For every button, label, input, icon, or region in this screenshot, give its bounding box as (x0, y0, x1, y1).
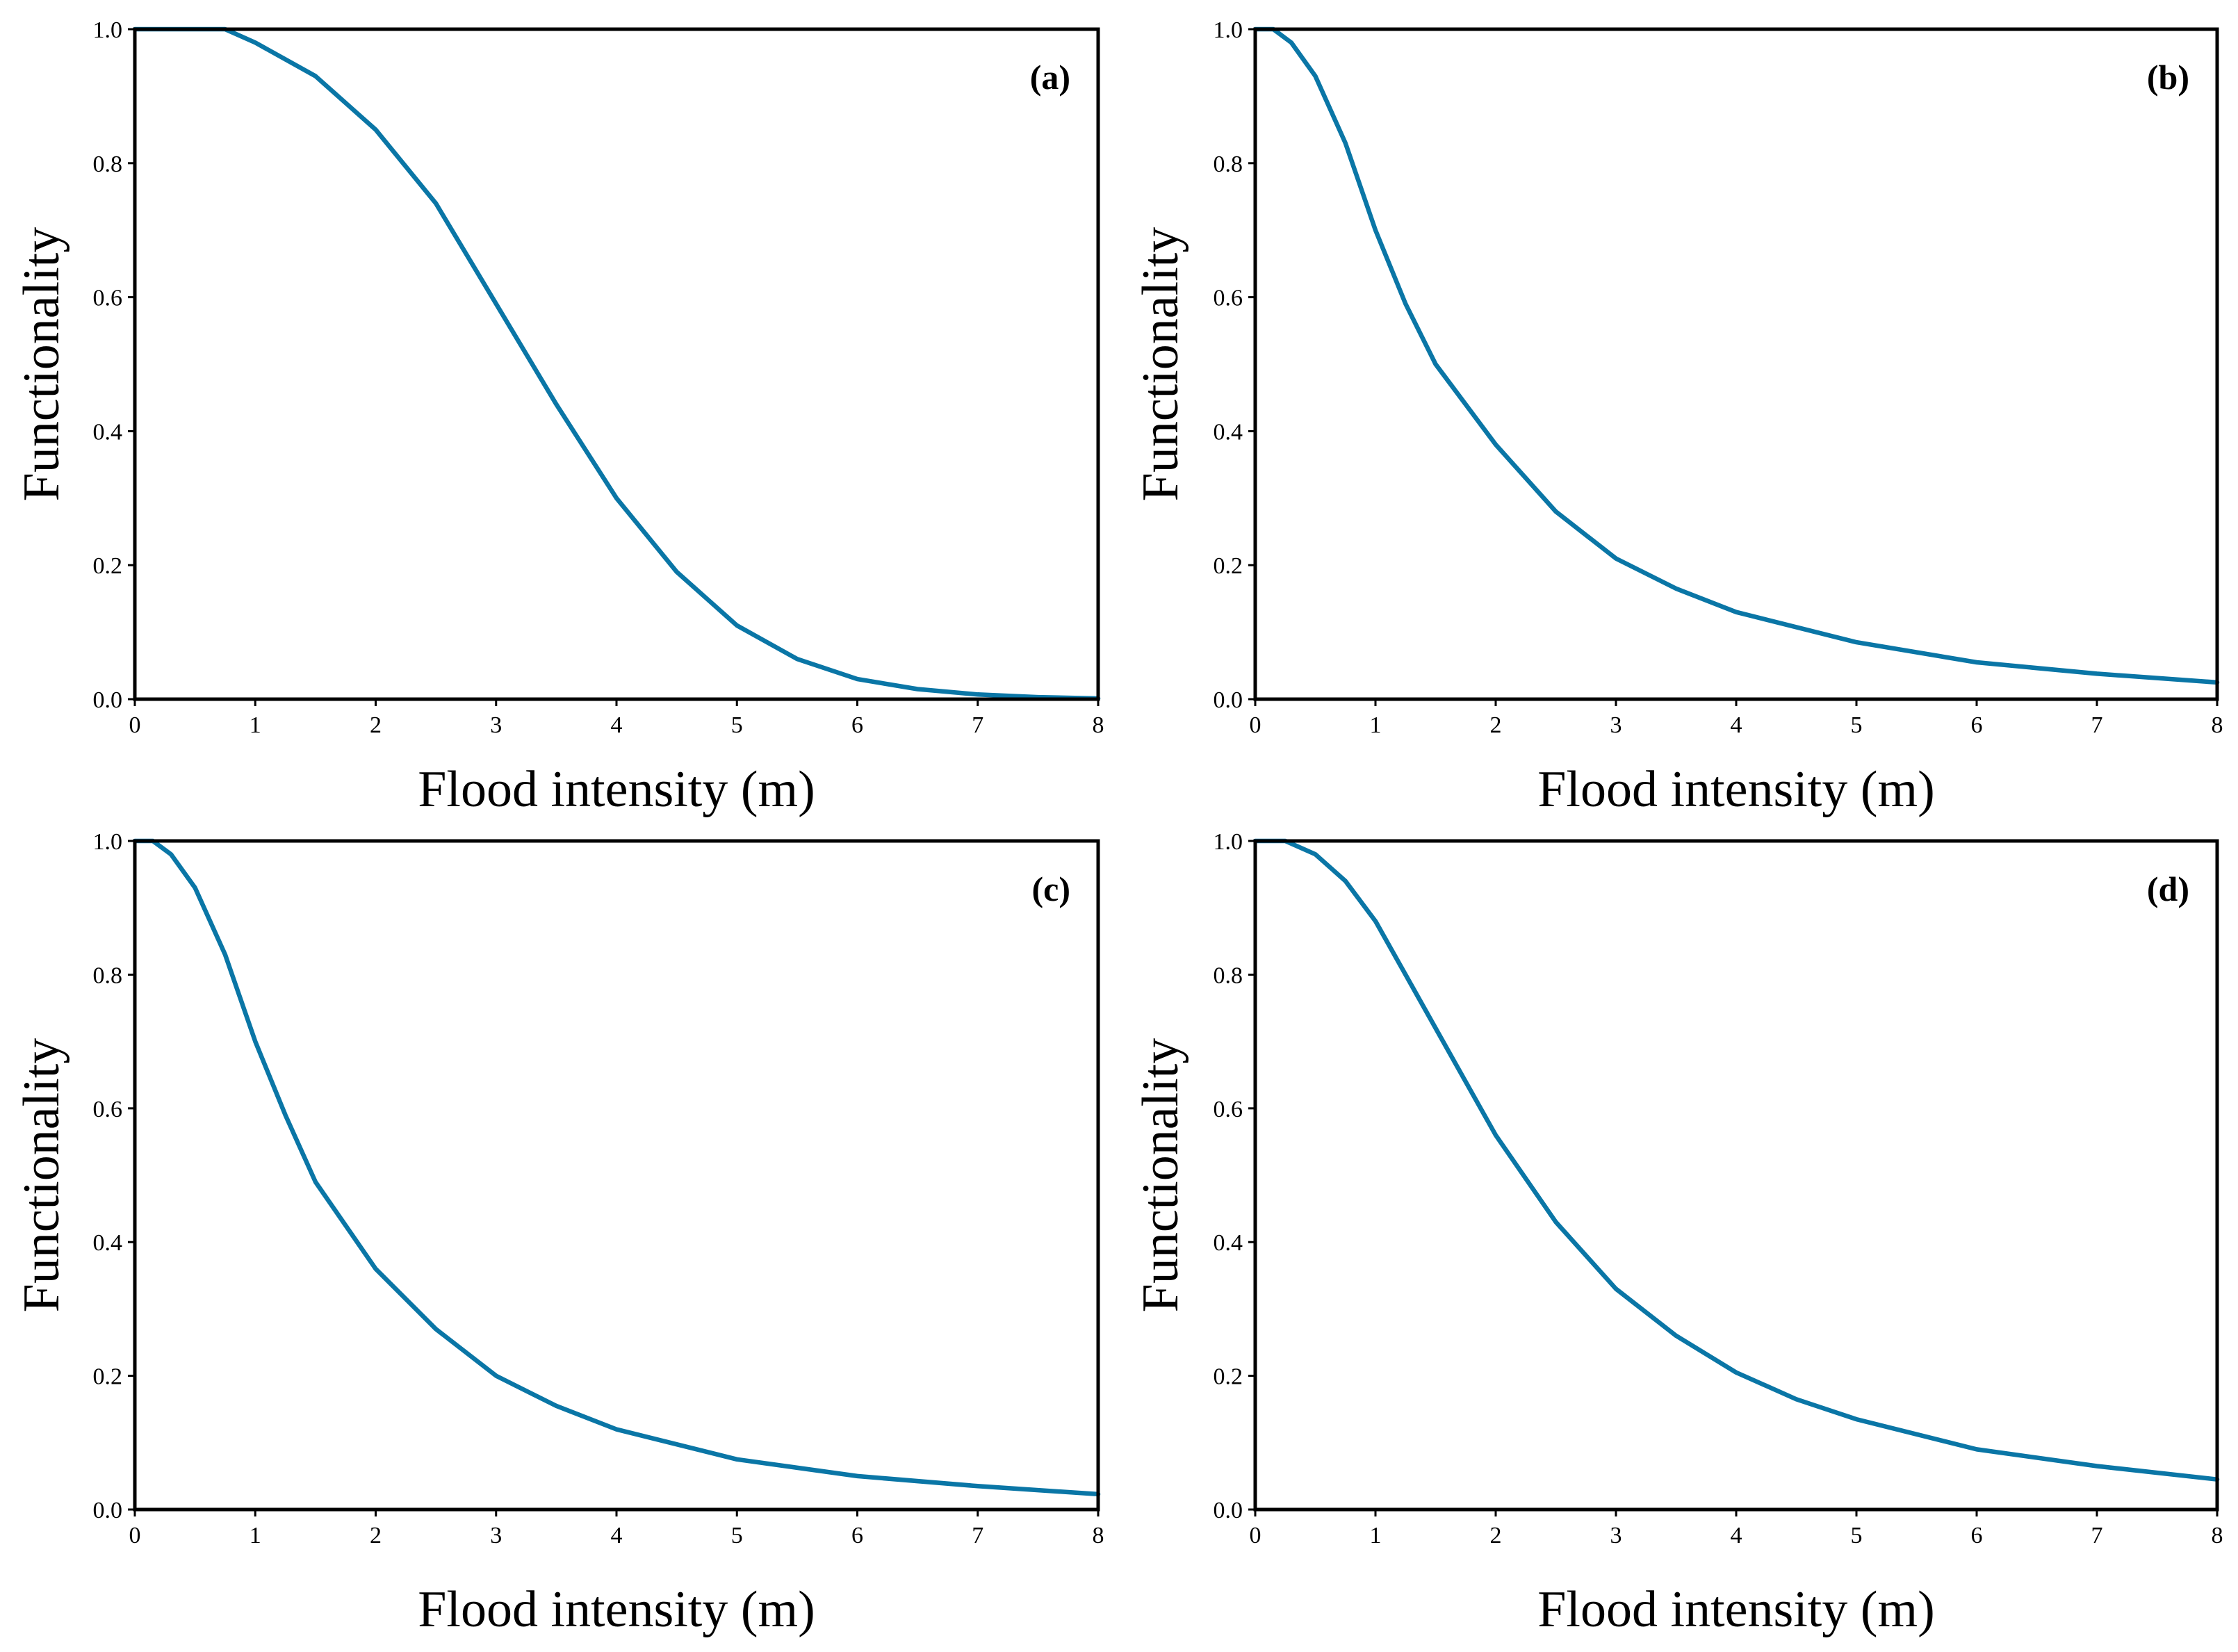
x-tick-label: 0 (129, 1523, 141, 1548)
x-tick-label: 7 (2091, 1523, 2103, 1548)
plot-frame-a (133, 27, 1100, 701)
x-tick-label: 6 (1971, 712, 1983, 738)
x-tick-label: 8 (1093, 1523, 1104, 1548)
y-tick-label: 0.8 (93, 963, 123, 988)
x-tick-label: 8 (2212, 712, 2223, 738)
functionality-curve-d (1252, 838, 2220, 1482)
panel-label: (c) (1032, 869, 1071, 908)
x-tick-label: 7 (972, 712, 983, 738)
x-tick-label: 6 (1971, 1523, 1983, 1548)
y-tick-label: 0.4 (93, 1230, 123, 1256)
panel-label: (b) (2147, 58, 2189, 97)
y-tick-label: 0.8 (1214, 963, 1243, 988)
x-tick-label: 4 (1731, 712, 1742, 738)
x-tick-label: 2 (370, 1523, 382, 1548)
x-tick-label: 1 (1370, 712, 1382, 738)
x-tick-label: 5 (731, 1523, 743, 1548)
x-tick-label: 8 (1093, 712, 1104, 738)
y-tick-label: 1.0 (1214, 17, 1243, 43)
y-tick-label: 0.6 (93, 1097, 123, 1122)
x-tick-label: 5 (1851, 712, 1863, 738)
x-tick-label: 5 (731, 712, 743, 738)
panel-c: 0 1 2 3 4 5 6 7 8 0.0 0.2 0.4 0.6 0.8 1.0 Flood intensi… (13, 829, 1104, 1638)
x-tick-label: 6 (851, 712, 863, 738)
x-tick-label: 7 (972, 1523, 983, 1548)
y-axis-title: Functionality (1132, 1038, 1189, 1313)
x-tick-label: 2 (370, 712, 382, 738)
plot-frame-b (1253, 27, 2219, 701)
y-tick-label: 0.2 (93, 1364, 123, 1390)
functionality-curve-b (1252, 26, 2220, 685)
y-tick-label: 0.4 (1214, 419, 1243, 445)
x-tick-label: 1 (250, 712, 261, 738)
x-tick-label: 3 (490, 712, 502, 738)
y-tick-label: 0.0 (93, 1498, 123, 1523)
y-axis-title: Functionality (13, 227, 70, 502)
y-tick-label: 0.0 (1214, 1498, 1243, 1523)
panel-a: 0 1 2 3 4 5 6 7 8 0.0 0.2 0.4 0.6 0.8 1.0 Flood intensi… (13, 17, 1104, 818)
y-axis-title: Functionality (1132, 227, 1189, 502)
x-tick-label: 8 (2212, 1523, 2223, 1548)
x-tick-label: 6 (851, 1523, 863, 1548)
x-tick-label: 0 (129, 712, 141, 738)
x-tick-label: 0 (1250, 712, 1261, 738)
x-tick-label: 4 (611, 712, 623, 738)
x-axis-title: Flood intensity (m) (1537, 1581, 1934, 1638)
x-tick-label: 1 (250, 1523, 261, 1548)
functionality-curve-c (132, 838, 1101, 1497)
plot-frame-c (133, 839, 1100, 1512)
y-tick-label: 1.0 (93, 829, 123, 855)
x-tick-label: 4 (611, 1523, 623, 1548)
y-tick-label: 1.0 (93, 17, 123, 43)
x-tick-label: 2 (1490, 1523, 1502, 1548)
panel-label: (a) (1030, 58, 1070, 97)
y-axis-title: Functionality (13, 1038, 70, 1313)
y-tick-label: 0.0 (1214, 687, 1243, 713)
x-tick-label: 1 (1370, 1523, 1382, 1548)
y-tick-label: 0.4 (93, 419, 123, 445)
plot-frame-d (1253, 839, 2219, 1512)
x-tick-label: 5 (1851, 1523, 1863, 1548)
x-tick-label: 3 (1610, 712, 1622, 738)
y-tick-label: 0.8 (1214, 152, 1243, 177)
y-tick-label: 0.6 (1214, 286, 1243, 311)
y-tick-label: 0.2 (1214, 1364, 1243, 1390)
y-tick-label: 0.6 (1214, 1097, 1243, 1122)
x-tick-label: 4 (1731, 1523, 1742, 1548)
panel-d: 0 1 2 3 4 5 6 7 8 0.0 0.2 0.4 0.6 0.8 1.0 Flood intensi… (1132, 829, 2223, 1638)
y-tick-label: 0.4 (1214, 1230, 1243, 1256)
x-tick-label: 0 (1250, 1523, 1261, 1548)
y-tick-label: 1.0 (1214, 829, 1243, 855)
x-axis-title: Flood intensity (m) (418, 761, 815, 818)
x-tick-label: 3 (490, 1523, 502, 1548)
y-tick-label: 0.6 (93, 286, 123, 311)
panel-label: (d) (2147, 869, 2189, 908)
x-tick-label: 2 (1490, 712, 1502, 738)
panel-b: 0 1 2 3 4 5 6 7 8 0.0 0.2 0.4 0.6 0.8 1.0 Flood intensi… (1132, 17, 2223, 818)
x-tick-label: 3 (1610, 1523, 1622, 1548)
y-tick-label: 0.2 (93, 553, 123, 579)
y-tick-label: 0.8 (93, 152, 123, 177)
y-tick-label: 0.2 (1214, 553, 1243, 579)
y-tick-label: 0.0 (93, 687, 123, 713)
x-tick-label: 7 (2091, 712, 2103, 738)
x-axis-title: Flood intensity (m) (1537, 761, 1934, 818)
x-axis-title: Flood intensity (m) (418, 1581, 815, 1638)
functionality-curve-a (132, 26, 1101, 701)
